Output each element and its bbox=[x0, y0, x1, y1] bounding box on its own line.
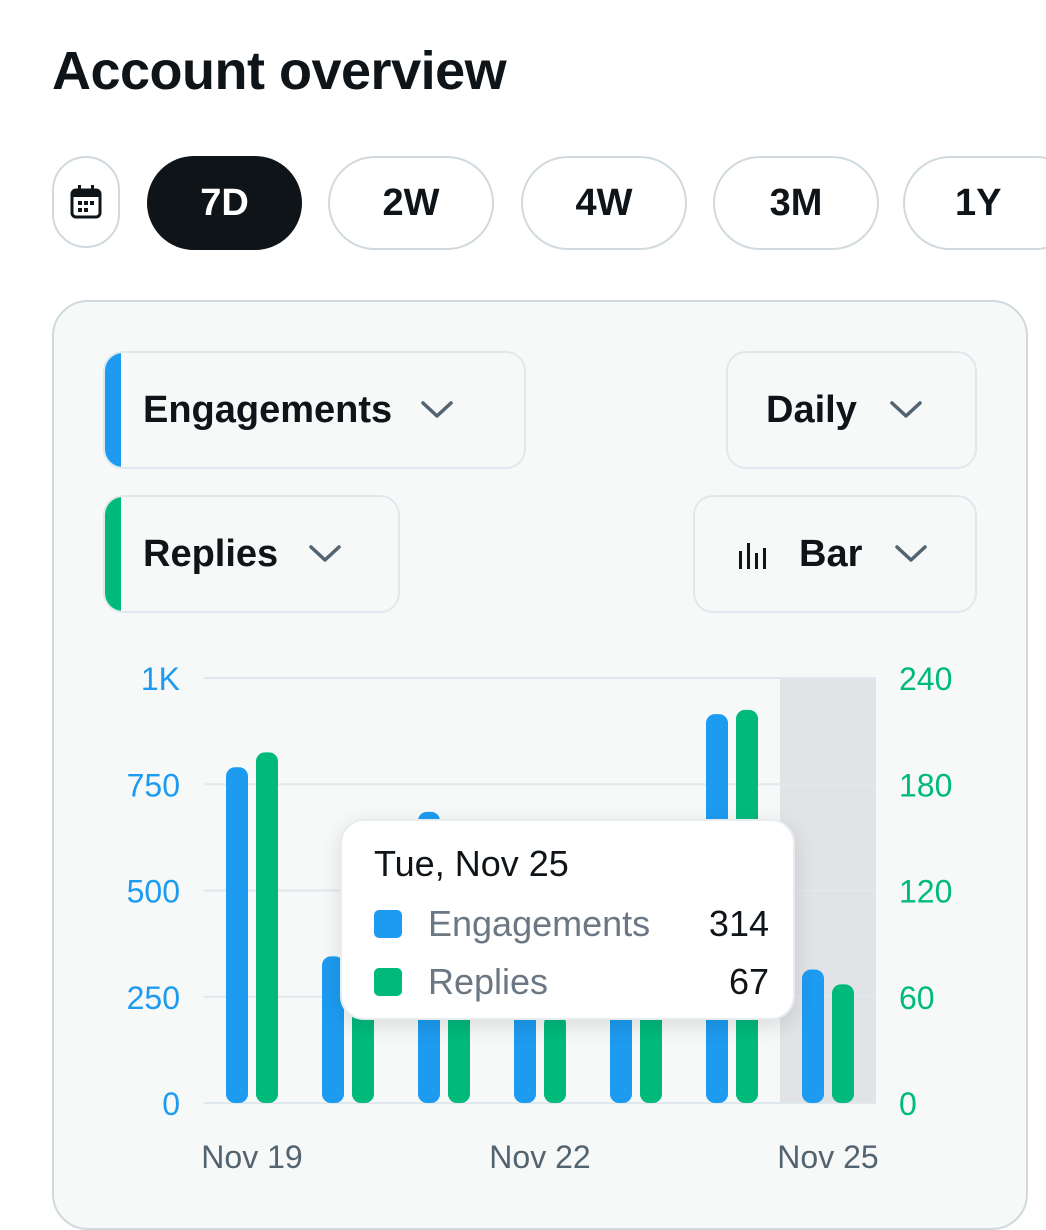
range-pill-4w[interactable]: 4W bbox=[521, 156, 687, 250]
calendar-button[interactable] bbox=[52, 156, 120, 248]
legend-swatch-engagements bbox=[374, 910, 402, 938]
y-right-tick-label: 120 bbox=[899, 874, 952, 910]
bar-engagements bbox=[226, 767, 248, 1103]
bar-replies bbox=[352, 996, 374, 1103]
chevron-down-icon bbox=[894, 544, 928, 564]
tooltip-date: Tue, Nov 25 bbox=[374, 843, 569, 884]
metric1-dropdown[interactable]: Engagements bbox=[103, 351, 526, 469]
y-left-tick-label: 0 bbox=[162, 1086, 180, 1122]
interval-label: Daily bbox=[766, 388, 857, 431]
range-pill-3m[interactable]: 3M bbox=[713, 156, 879, 250]
y-right-tick-label: 240 bbox=[899, 661, 952, 697]
metric1-color-stripe bbox=[105, 353, 121, 467]
range-pill-2w[interactable]: 2W bbox=[328, 156, 494, 250]
y-left-tick-label: 750 bbox=[127, 767, 180, 803]
y-left-tick-label: 500 bbox=[127, 874, 180, 910]
range-pill-1y[interactable]: 1Y bbox=[903, 156, 1046, 250]
chevron-down-icon bbox=[420, 400, 454, 420]
bar-chart-icon bbox=[737, 539, 769, 569]
bar-engagements bbox=[322, 956, 344, 1103]
tooltip-row-engagements: Engagements 314 bbox=[374, 900, 769, 948]
tooltip-series-value: 67 bbox=[728, 961, 769, 1002]
metric2-color-stripe bbox=[105, 497, 121, 611]
bar-engagements bbox=[514, 998, 536, 1103]
bar-replies bbox=[544, 1014, 566, 1103]
y-left-tick-label: 1K bbox=[141, 661, 180, 697]
page-title: Account overview bbox=[52, 41, 507, 101]
bar-replies bbox=[640, 996, 662, 1103]
chart-tooltip: Tue, Nov 25 Engagements 314 Replies 67 bbox=[340, 819, 795, 1020]
bar-engagements bbox=[802, 969, 824, 1103]
y-left-tick-label: 250 bbox=[127, 980, 180, 1016]
tooltip-row-replies: Replies 67 bbox=[374, 958, 769, 1006]
bar-replies bbox=[256, 752, 278, 1103]
chevron-down-icon bbox=[308, 544, 342, 564]
x-tick-label: Nov 22 bbox=[489, 1139, 590, 1175]
y-right-tick-label: 180 bbox=[899, 767, 952, 803]
metric2-dropdown[interactable]: Replies bbox=[103, 495, 400, 613]
tooltip-series-name: Engagements bbox=[428, 903, 651, 944]
y-right-tick-label: 0 bbox=[899, 1086, 917, 1122]
date-range-selector: 7D 2W 4W 3M 1Y bbox=[52, 155, 1046, 251]
metric1-label: Engagements bbox=[143, 388, 393, 431]
tooltip-series-value: 314 bbox=[708, 903, 769, 944]
legend-swatch-replies bbox=[374, 968, 402, 996]
range-pill-7d[interactable]: 7D bbox=[147, 156, 302, 250]
bar-replies bbox=[832, 984, 854, 1103]
calendar-icon bbox=[70, 185, 102, 219]
x-tick-label: Nov 19 bbox=[201, 1139, 302, 1175]
y-right-tick-label: 60 bbox=[899, 980, 935, 1016]
chevron-down-icon bbox=[889, 400, 923, 420]
chart-type-label: Bar bbox=[799, 532, 863, 575]
bar-engagements bbox=[610, 996, 632, 1103]
metric2-label: Replies bbox=[143, 532, 279, 575]
chart-type-dropdown[interactable]: Bar bbox=[693, 495, 977, 613]
tooltip-series-name: Replies bbox=[428, 961, 549, 1002]
x-tick-label: Nov 25 bbox=[777, 1139, 878, 1175]
interval-dropdown[interactable]: Daily bbox=[726, 351, 977, 469]
